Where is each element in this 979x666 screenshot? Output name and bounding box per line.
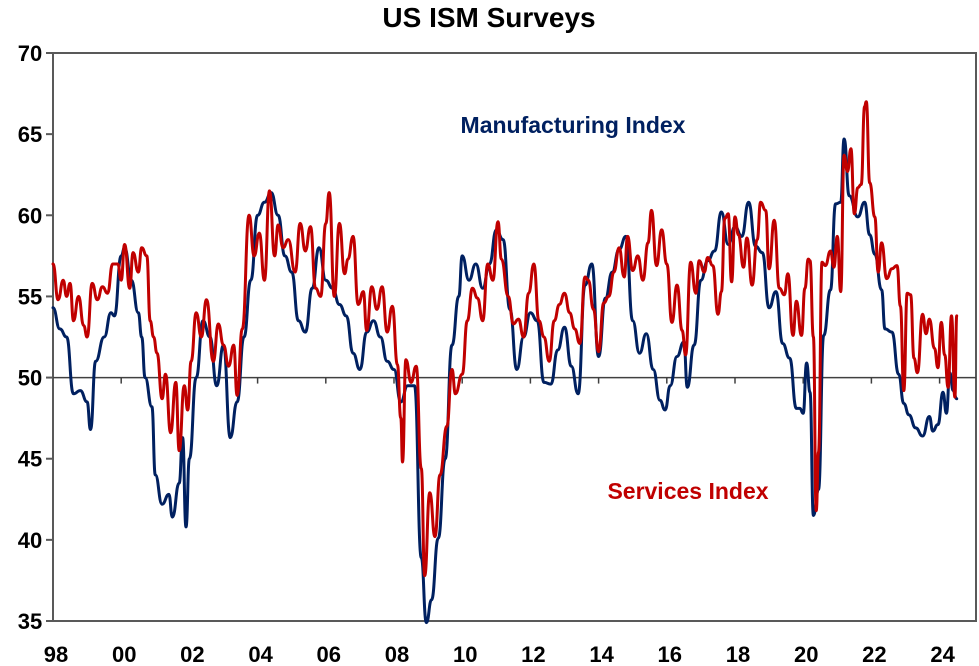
y-tick-label: 40 — [18, 528, 42, 553]
y-axis: 35 40 45 50 55 60 65 70 — [18, 41, 53, 634]
x-tick-label: 00 — [112, 642, 136, 666]
x-tick-label: 16 — [658, 642, 682, 666]
annotation-services-index: Services Index — [607, 478, 768, 504]
x-tick-label: 98 — [44, 642, 68, 666]
x-tick-label: 14 — [589, 642, 614, 666]
x-tick-label: 24 — [930, 642, 955, 666]
x-tick-label: 06 — [317, 642, 341, 666]
x-tick-label: 10 — [453, 642, 477, 666]
x-axis: 98 00 02 04 06 08 10 12 14 16 18 20 22 24 — [44, 377, 956, 666]
chart-title: US ISM Surveys — [382, 2, 595, 33]
y-tick-label: 35 — [18, 609, 42, 634]
series-layer — [51, 100, 959, 625]
annotation-manufacturing-index: Manufacturing Index — [461, 112, 686, 138]
series-line-manufacturing — [51, 137, 959, 625]
x-tick-label: 04 — [248, 642, 273, 666]
x-tick-label: 18 — [726, 642, 750, 666]
y-tick-label: 65 — [18, 122, 42, 147]
x-tick-label: 22 — [862, 642, 886, 666]
y-tick-label: 60 — [18, 203, 42, 228]
y-tick-label: 70 — [18, 41, 42, 66]
y-tick-label: 50 — [18, 366, 42, 391]
series-line-services — [51, 100, 959, 578]
y-tick-label: 45 — [18, 447, 42, 472]
y-tick-label: 55 — [18, 284, 42, 309]
x-tick-label: 02 — [180, 642, 204, 666]
x-tick-label: 20 — [794, 642, 818, 666]
x-tick-label: 08 — [385, 642, 409, 666]
x-tick-label: 12 — [521, 642, 545, 666]
